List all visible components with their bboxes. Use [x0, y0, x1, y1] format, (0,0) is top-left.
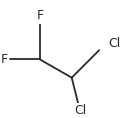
Text: Cl: Cl — [75, 104, 87, 117]
Text: F: F — [36, 9, 43, 23]
Text: Cl: Cl — [108, 37, 120, 50]
Text: F: F — [1, 53, 8, 66]
